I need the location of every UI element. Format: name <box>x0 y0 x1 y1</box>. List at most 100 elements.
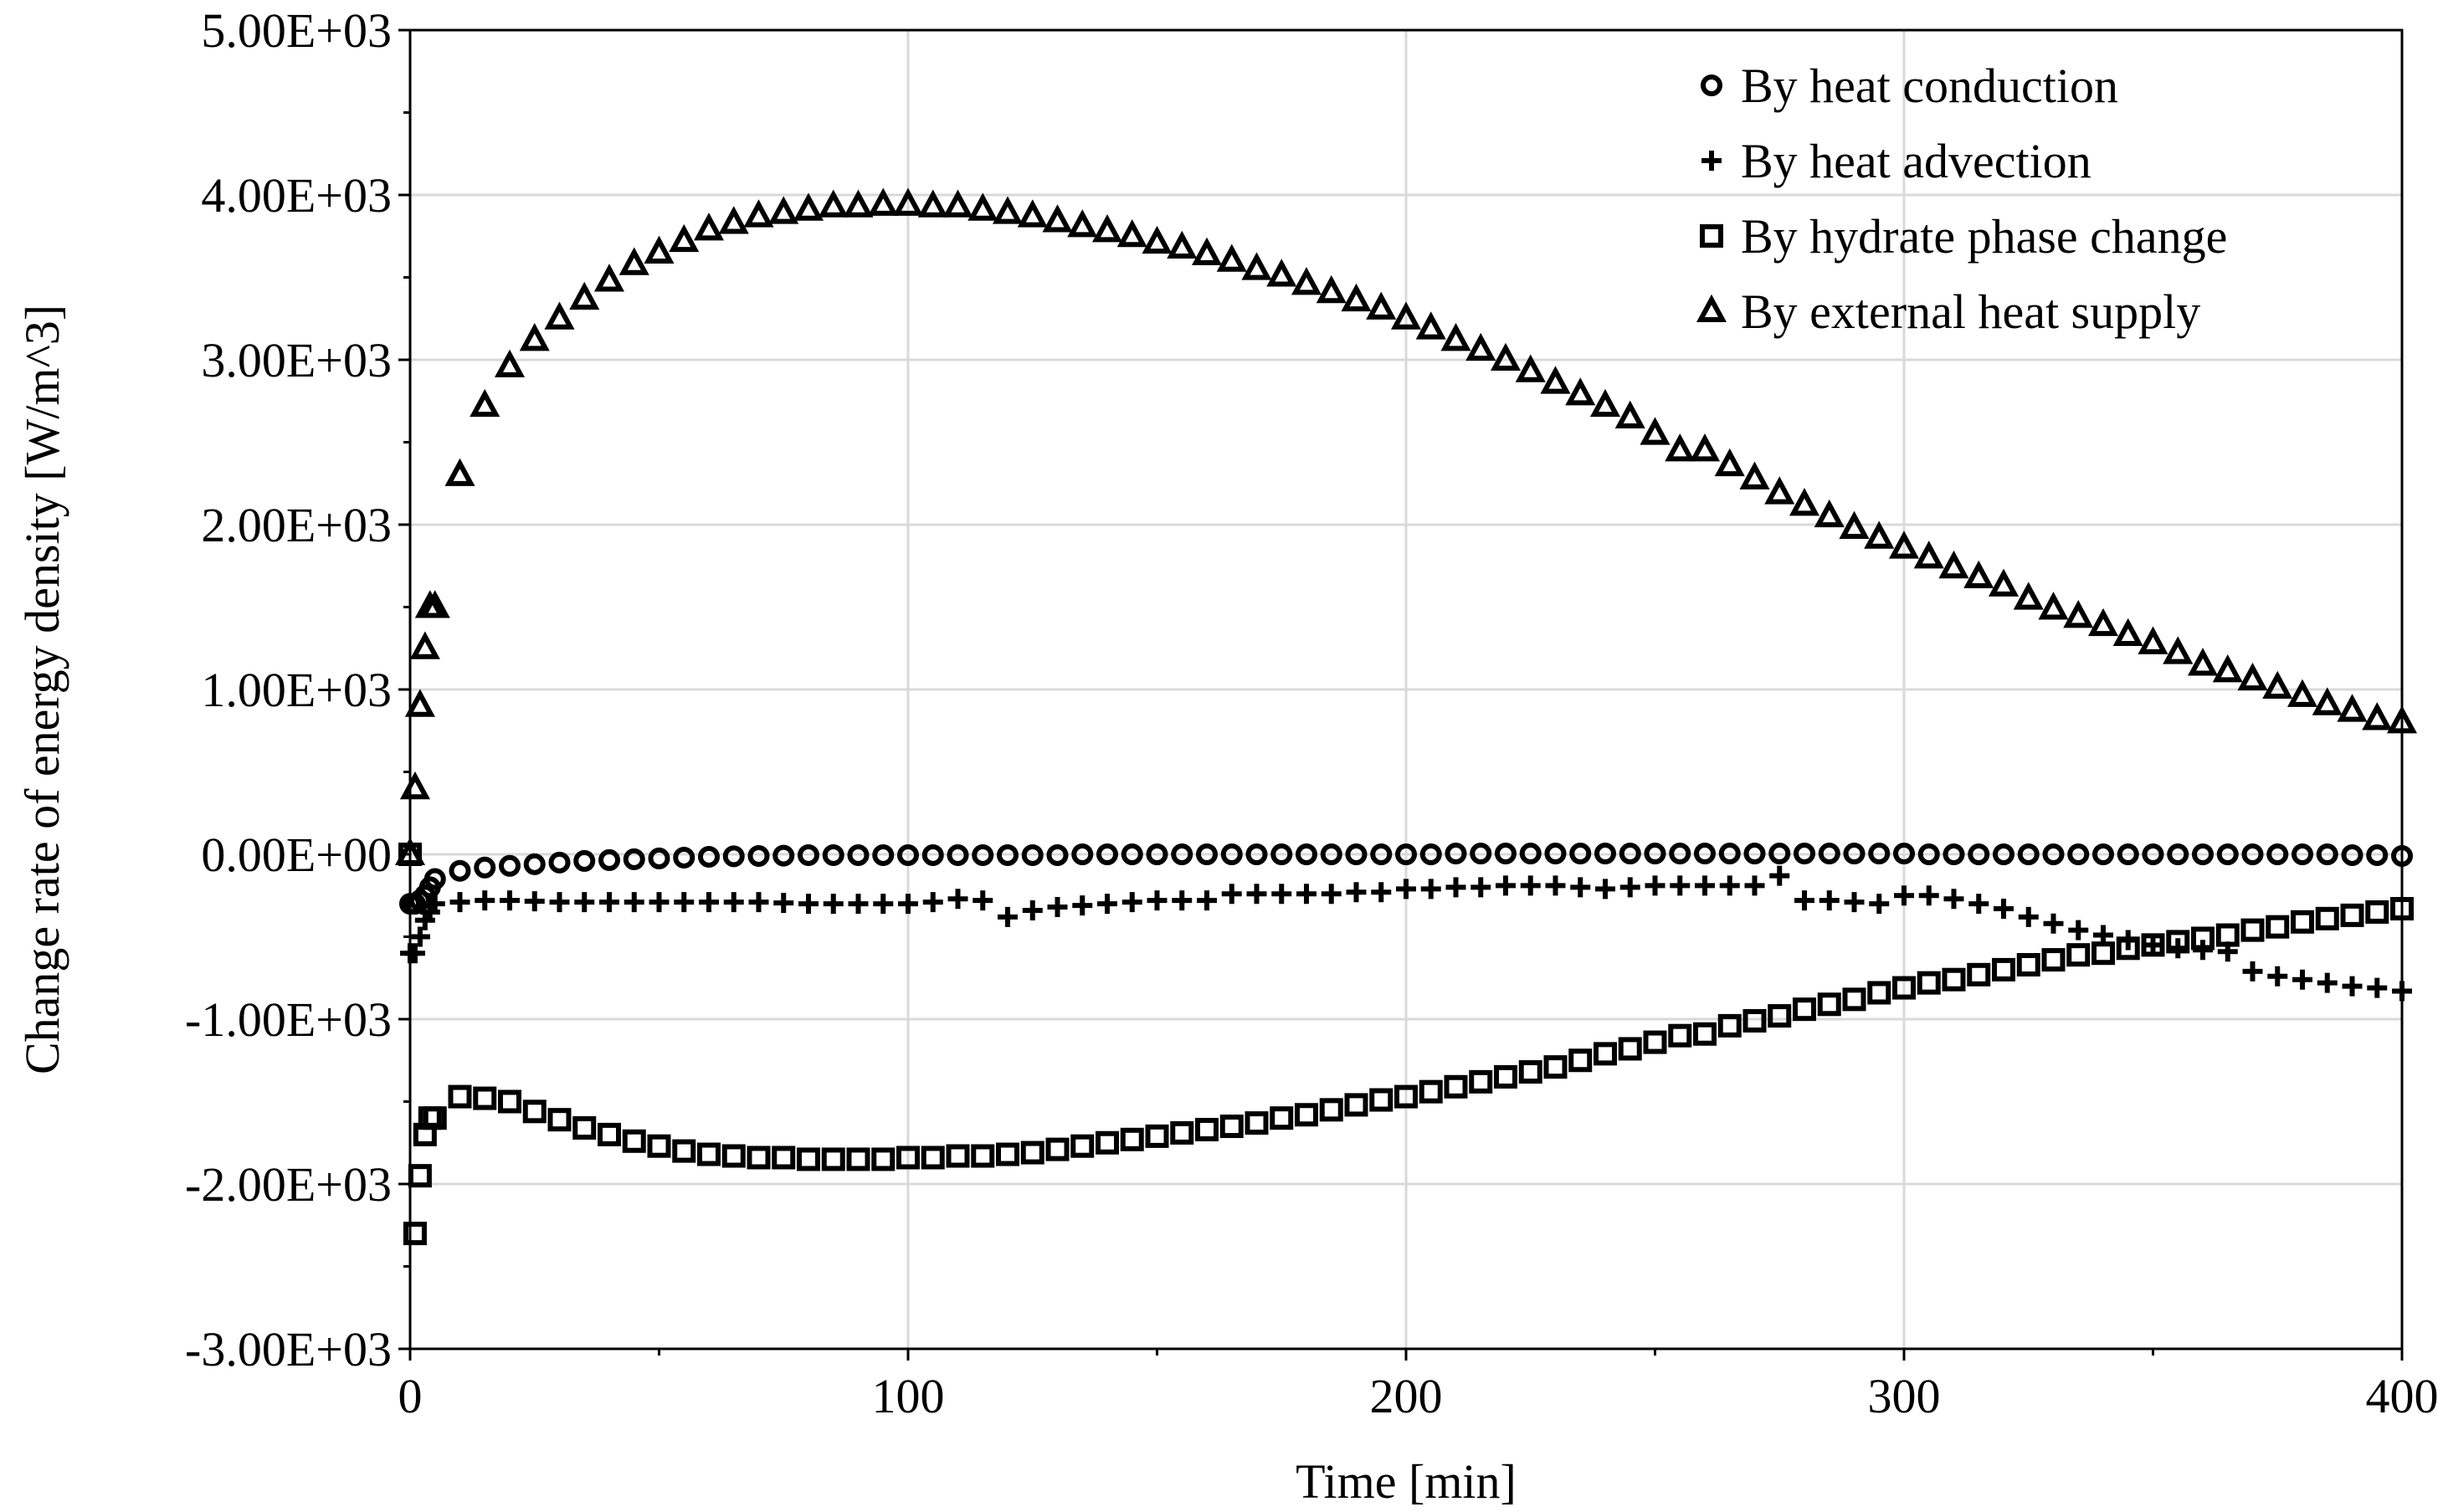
data-point-by-hydrate-phase-change <box>697 1142 721 1166</box>
data-point-by-heat-advection <box>2068 920 2089 941</box>
data-point-by-heat-advection <box>1520 875 1541 896</box>
data-point-by-heat-advection <box>1396 879 1416 900</box>
data-point-by-heat-conduction <box>423 868 446 890</box>
data-point-by-heat-conduction <box>573 849 596 872</box>
y-axis-title: Change rate of energy density [W/m^3] <box>15 305 69 1074</box>
data-point-by-hydrate-phase-change <box>871 1147 896 1171</box>
data-point-by-heat-conduction <box>1245 843 1268 865</box>
data-point-by-hydrate-phase-change <box>1942 967 1966 992</box>
data-point-by-hydrate-phase-change <box>2116 936 2140 961</box>
data-point-by-heat-advection <box>1570 877 1591 898</box>
data-point-by-heat-conduction <box>698 845 720 868</box>
data-point-by-heat-conduction <box>1768 843 1791 865</box>
data-point-by-hydrate-phase-change <box>2166 930 2190 954</box>
data-point-by-external-heat-supply <box>2163 636 2194 664</box>
data-point-by-external-heat-supply <box>992 196 1024 224</box>
data-point-by-external-heat-supply <box>404 689 435 717</box>
data-point-by-heat-advection <box>1147 890 1168 911</box>
data-point-by-external-heat-supply <box>399 771 430 800</box>
data-point-by-heat-conduction <box>1395 843 1417 865</box>
data-point-by-external-heat-supply <box>743 199 774 228</box>
data-point-by-heat-advection <box>898 894 918 915</box>
data-point-by-heat-advection <box>1968 894 1989 915</box>
data-point-by-external-heat-supply <box>2063 600 2094 628</box>
data-point-by-external-heat-supply <box>2237 662 2268 691</box>
data-point-by-hydrate-phase-change <box>1419 1079 1443 1104</box>
data-point-by-heat-advection <box>1346 882 1367 903</box>
data-point-by-heat-conduction <box>2341 843 2363 866</box>
data-point-by-external-heat-supply <box>1067 209 1098 238</box>
data-point-by-heat-advection <box>1695 875 1715 896</box>
data-point-by-heat-advection <box>649 892 670 913</box>
data-point-by-external-heat-supply <box>1142 225 1173 254</box>
data-point-by-heat-advection <box>2267 966 2288 987</box>
data-point-by-heat-advection <box>1072 895 1093 916</box>
data-point-by-external-heat-supply <box>1515 354 1546 382</box>
data-point-by-external-heat-supply <box>2138 626 2168 654</box>
data-point-by-heat-advection <box>748 892 769 913</box>
data-point-by-external-heat-supply <box>1913 541 1944 569</box>
y-tick-label: -2.00E+03 <box>185 1157 392 1212</box>
data-point-by-external-heat-supply <box>2262 670 2293 700</box>
data-point-by-hydrate-phase-change <box>1518 1060 1542 1084</box>
data-point-by-external-heat-supply <box>569 281 600 310</box>
data-point-by-external-heat-supply <box>868 187 899 216</box>
data-point-by-external-heat-supply <box>2312 687 2343 715</box>
data-point-by-heat-conduction <box>548 851 571 874</box>
data-point-by-external-heat-supply <box>1589 388 1621 418</box>
data-point-by-heat-advection <box>574 892 595 913</box>
data-point-by-external-heat-supply <box>1341 283 1372 312</box>
y-tick-label: -3.00E+03 <box>185 1322 392 1376</box>
data-point-by-heat-advection <box>409 926 430 947</box>
legend-marker-by-external-heat-supply <box>1696 294 1727 322</box>
data-point-by-external-heat-supply <box>2013 582 2044 610</box>
data-point-by-external-heat-supply <box>1241 252 1272 280</box>
series-by-hydrate-phase-change <box>398 843 2414 1246</box>
data-point-by-heat-conduction <box>1121 843 1143 865</box>
data-point-by-external-heat-supply <box>2212 654 2243 683</box>
data-point-by-hydrate-phase-change <box>1693 1022 1717 1046</box>
data-point-by-heat-advection <box>873 894 894 915</box>
data-point-by-heat-conduction <box>673 846 695 869</box>
y-tick-label: 4.00E+03 <box>201 168 392 223</box>
x-tick-label: 200 <box>1370 1369 1443 1423</box>
data-point-by-hydrate-phase-change <box>772 1146 796 1170</box>
data-point-by-hydrate-phase-change <box>1817 992 1841 1017</box>
data-point-by-heat-conduction <box>2266 843 2289 865</box>
data-point-by-external-heat-supply <box>669 223 700 253</box>
data-point-by-heat-conduction <box>1196 843 1218 865</box>
data-point-by-heat-advection <box>2342 976 2363 997</box>
data-point-by-hydrate-phase-change <box>2340 903 2364 927</box>
data-point-by-heat-advection <box>1121 892 1142 913</box>
data-point-by-hydrate-phase-change <box>1120 1127 1144 1151</box>
data-point-by-hydrate-phase-change <box>408 1164 432 1188</box>
data-point-by-hydrate-phase-change <box>1594 1042 1617 1066</box>
data-point-by-hydrate-phase-change <box>572 1116 597 1140</box>
data-point-by-heat-conduction <box>947 843 969 866</box>
data-point-by-heat-conduction <box>523 853 546 875</box>
data-point-by-heat-advection <box>424 894 445 915</box>
legend-marker-by-heat-conduction <box>1701 74 1722 96</box>
data-point-by-heat-conduction <box>1370 843 1393 865</box>
legend-label-by-heat-conduction: By heat conduction <box>1741 59 2118 113</box>
data-point-by-heat-conduction <box>1071 843 1094 865</box>
data-point-by-hydrate-phase-change <box>647 1134 671 1158</box>
data-point-by-hydrate-phase-change <box>448 1084 472 1109</box>
data-point-by-external-heat-supply <box>1490 342 1522 371</box>
x-axis-title: Time [min] <box>1296 1454 1517 1509</box>
y-tick-label: 3.00E+03 <box>201 333 392 387</box>
data-point-by-heat-conduction <box>1171 843 1193 865</box>
data-point-by-hydrate-phase-change <box>2365 900 2389 924</box>
data-point-by-heat-conduction <box>2192 843 2214 865</box>
data-point-by-heat-conduction <box>847 843 870 866</box>
data-point-by-external-heat-supply <box>1689 433 1721 462</box>
data-point-by-hydrate-phase-change <box>522 1099 547 1124</box>
data-point-by-heat-conduction <box>598 848 620 871</box>
data-point-by-heat-conduction <box>1544 843 1567 865</box>
data-point-by-heat-conduction <box>2092 843 2114 865</box>
data-point-by-hydrate-phase-change <box>2191 926 2215 951</box>
series-by-heat-advection <box>400 865 2412 1002</box>
data-point-by-hydrate-phase-change <box>1295 1103 1318 1127</box>
data-point-by-heat-conduction <box>2017 843 2040 865</box>
data-point-by-external-heat-supply <box>419 590 450 618</box>
